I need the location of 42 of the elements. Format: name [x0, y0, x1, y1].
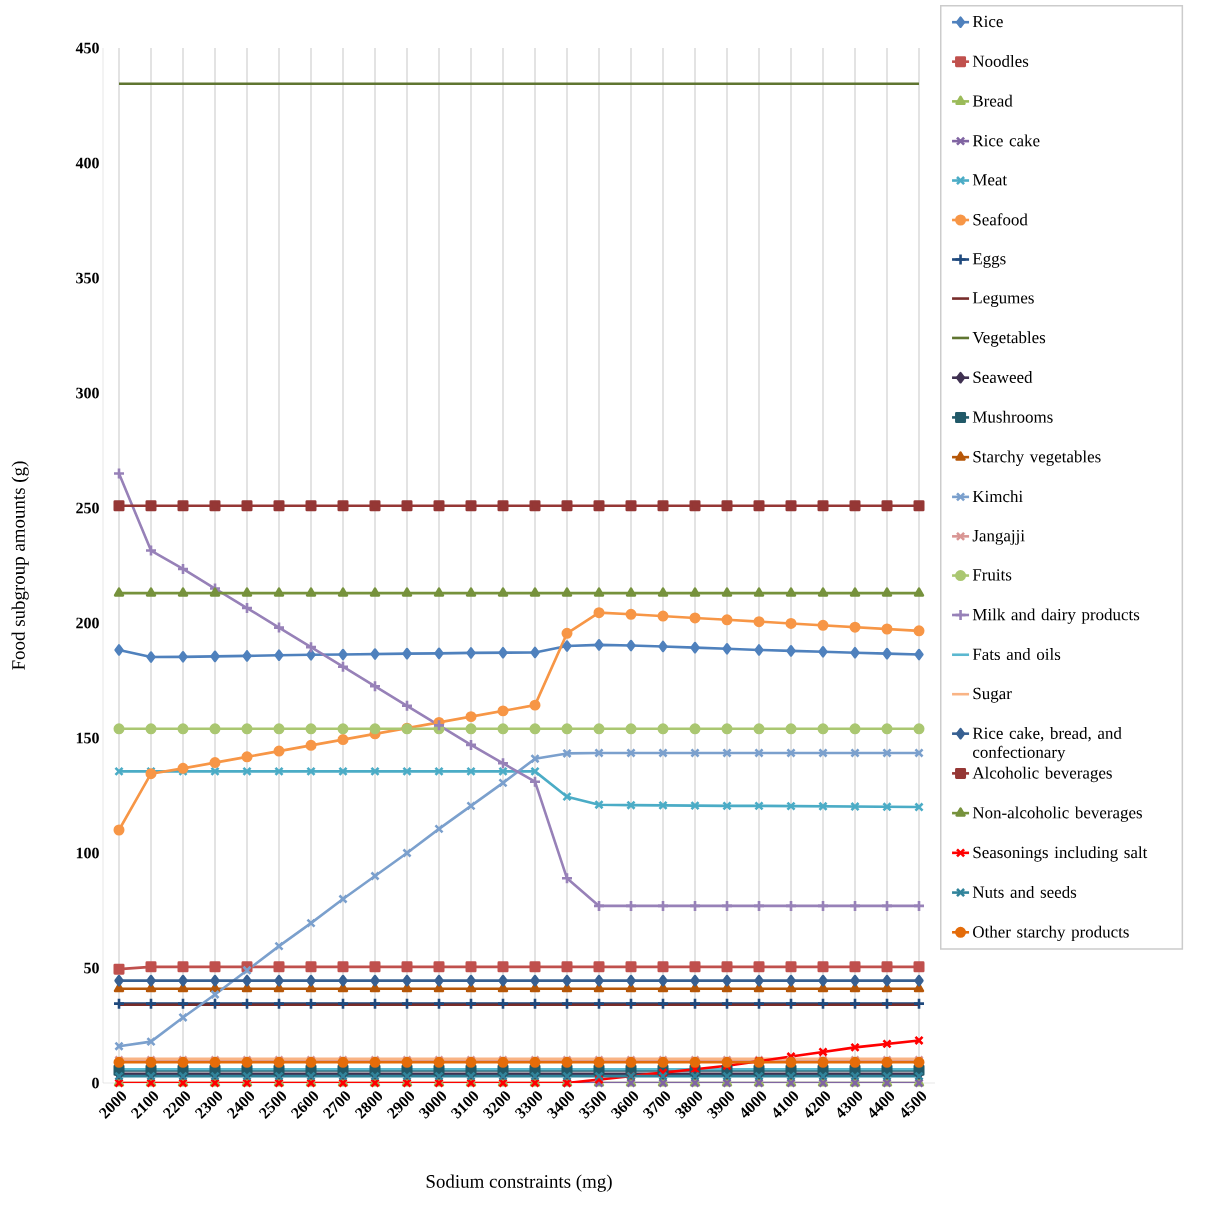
y-tick-label: 400 — [75, 157, 99, 169]
y-tick-label: 200 — [76, 617, 99, 629]
y-tick-label: 300 — [76, 387, 99, 399]
y-tick-label: 250 — [76, 502, 99, 514]
legend-label: Mushrooms — [972, 410, 1053, 423]
legend-label: Fruits — [972, 569, 1012, 581]
x-tick-label: 4300 — [837, 1091, 863, 1118]
x-tick-label: 4200 — [805, 1091, 831, 1118]
legend-label: Sugar — [973, 687, 1012, 703]
legend-label: Milk and dairy products — [972, 608, 1140, 624]
y-tick-label: 150 — [76, 732, 99, 744]
legend-label: Meat — [972, 174, 1008, 186]
legend-label: Rice — [972, 15, 1003, 28]
legend-label: Rice cake, bread, and confectionary — [972, 727, 1122, 762]
y-axis-title: Food subgroup amounts (g) — [11, 461, 29, 670]
x-tick-label: 4000 — [741, 1091, 767, 1118]
legend-label: Vegetables — [972, 331, 1046, 347]
legend-label: Legumes — [972, 292, 1034, 308]
x-axis-title: Sodium constraints (mg) — [426, 1174, 612, 1192]
legend-label: Kimchi — [972, 490, 1023, 503]
legend-label: Other starchy products — [973, 925, 1129, 942]
legend-label: Starchy vegetables — [973, 450, 1101, 466]
legend-label: Jangajji — [972, 529, 1025, 545]
legend-label: Rice cake — [972, 134, 1040, 147]
legend-label: Non-alcoholic beverages — [972, 806, 1142, 822]
legend-label: Noodles — [972, 55, 1029, 67]
y-tick-label: 350 — [76, 272, 99, 284]
y-tick-label: 100 — [76, 847, 99, 859]
y-tick-label: 450 — [75, 42, 99, 54]
y-tick-label: 50 — [84, 962, 99, 974]
legend-label: Seasonings including salt — [973, 846, 1148, 862]
x-tick-label: 4400 — [869, 1091, 895, 1118]
x-tick-label: 4500 — [901, 1091, 927, 1118]
y-tick-label: 0 — [92, 1077, 99, 1089]
legend-label: Bread — [972, 94, 1013, 107]
legend-label: Nuts and seeds — [972, 885, 1077, 898]
x-tick-label: 4100 — [773, 1091, 799, 1118]
legend-label: Seaweed — [973, 371, 1033, 383]
legend-label: Eggs — [972, 253, 1006, 268]
legend-label: Fats and oils — [972, 648, 1061, 661]
legend-label: Alcoholic beverages — [972, 766, 1112, 783]
legend-label: Seafood — [973, 213, 1028, 226]
